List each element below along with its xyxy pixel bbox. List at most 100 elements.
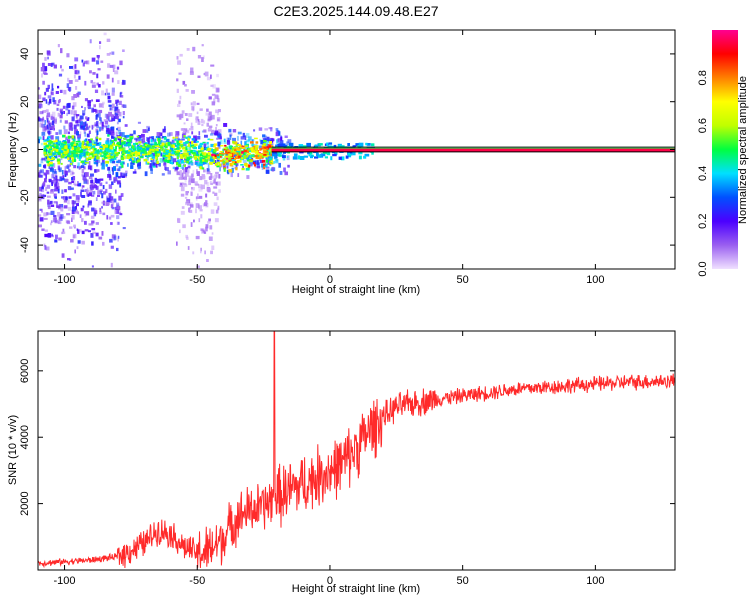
spectrogram-cell: [186, 48, 190, 51]
spectrogram-cell: [271, 166, 275, 172]
spectrogram-cell: [151, 159, 155, 163]
spectrogram-cell: [67, 109, 71, 115]
spectrogram-cell: [178, 140, 183, 143]
spectrogram-cell: [270, 138, 275, 142]
spectrogram-cell: [277, 139, 280, 143]
spectrogram-cell: [97, 55, 100, 58]
spectrogram-cell: [40, 118, 44, 121]
spectrogram-cell: [165, 167, 169, 171]
spectrogram-cell: [120, 155, 125, 158]
spectrogram-cell: [211, 114, 215, 120]
spectrogram-cell: [45, 172, 48, 176]
spectrogram-cell: [143, 143, 147, 146]
spectrogram-cell: [116, 109, 120, 113]
spectrogram-cell: [63, 199, 67, 203]
spectrogram-cell: [137, 149, 140, 152]
spectrogram-cell: [186, 161, 189, 164]
spectrogram-cell: [105, 160, 109, 164]
spectrogram-cell: [193, 138, 198, 143]
spectrogram-cell: [151, 159, 155, 163]
spectrogram-cell: [216, 174, 219, 178]
spectrogram-cell: [76, 146, 80, 150]
y-tick-label: -40: [19, 237, 31, 253]
spectrogram-cell: [50, 189, 54, 194]
spectrogram-cell: [93, 210, 98, 215]
spectrogram-cell: [51, 83, 54, 89]
spectrogram-cell: [102, 103, 104, 108]
spectrogram-cell: [67, 77, 70, 82]
spectrogram-cell: [180, 183, 182, 186]
spectrogram-cell: [64, 179, 69, 182]
spectrogram-cell: [109, 64, 114, 68]
spectrogram-cell: [115, 131, 118, 136]
spectrogram-cell: [120, 91, 123, 95]
spectrogram-cell: [85, 60, 90, 65]
spectrogram-cell: [69, 164, 71, 167]
spectrogram-cell: [200, 247, 202, 252]
spectrogram-cell: [82, 62, 85, 67]
spectrogram-cell: [227, 149, 232, 152]
spectrogram-cell: [188, 147, 192, 151]
spectrogram-cell: [176, 156, 179, 159]
spectrogram-cell: [111, 207, 115, 210]
spectrogram-cell: [71, 177, 73, 181]
spectrogram-cell: [136, 135, 140, 138]
spectrogram-cell: [137, 166, 141, 169]
spectrogram-cell: [73, 94, 77, 98]
spectrogram-cell: [78, 151, 83, 153]
spectrogram-cell: [57, 161, 60, 165]
spectrogram-cell: [214, 95, 217, 99]
spectrogram-cell: [162, 145, 166, 148]
spectrogram-cell: [97, 144, 100, 146]
spectrogram-cell: [146, 137, 150, 142]
spectrogram-cell: [101, 125, 104, 129]
spectrogram-cell: [98, 103, 103, 108]
spectrogram-cell: [138, 165, 141, 168]
spectrogram-cell: [39, 186, 43, 192]
spectrogram-cell: [202, 152, 205, 155]
spectrogram-cell: [91, 265, 94, 268]
spectrogram-cell: [165, 150, 169, 155]
spectrogram-cell: [210, 143, 214, 148]
spectrogram-cell: [69, 150, 72, 153]
spectrogram-cell: [75, 114, 80, 117]
spectrogram-cell: [118, 211, 122, 215]
spectrogram-cell: [65, 136, 68, 141]
spectrogram-cell: [147, 161, 150, 164]
spectrogram-cell: [193, 146, 197, 150]
spectrogram-cell: [94, 89, 99, 93]
spectrogram-cell: [110, 107, 114, 111]
spectrogram-cell: [208, 125, 213, 128]
spectrogram-cell: [56, 103, 60, 106]
spectrogram-cell: [250, 156, 252, 160]
spectrogram-cell: [118, 100, 122, 105]
spectrogram-cell: [171, 151, 175, 155]
snr-x-axis-label: Height of straight line (km): [292, 583, 420, 595]
spectrogram-cell: [181, 177, 185, 180]
spectrogram-cell: [41, 123, 45, 128]
spectrogram-cell: [207, 147, 212, 151]
spectrogram-cell: [135, 153, 139, 156]
spectrogram-cell: [215, 148, 218, 151]
spectrogram-cell: [67, 143, 71, 146]
spectrogram-cell: [60, 214, 64, 219]
spectrogram-cell: [176, 140, 181, 144]
spectrogram-cell: [45, 145, 49, 148]
spectrogram-cell: [197, 55, 202, 59]
spectrogram-cell: [182, 129, 186, 133]
spectrogram-cell: [187, 137, 190, 141]
spectrogram-cell: [191, 131, 194, 135]
spectrogram-cell: [214, 94, 219, 99]
spectrogram-cell: [116, 121, 119, 125]
spectrogram-cell: [43, 139, 47, 142]
spectrogram-cell: [89, 192, 92, 196]
spectrogram-cell: [107, 63, 111, 68]
spectrogram-cell: [77, 197, 80, 203]
spectrogram-cell: [90, 138, 93, 141]
spectrogram-cell: [308, 154, 312, 157]
spectrogram-cell: [101, 121, 104, 127]
spectrogram-cell: [189, 143, 192, 147]
spectrogram-cell: [264, 150, 269, 153]
spectrogram-cell: [282, 155, 286, 161]
spectrogram-cell: [273, 161, 275, 164]
